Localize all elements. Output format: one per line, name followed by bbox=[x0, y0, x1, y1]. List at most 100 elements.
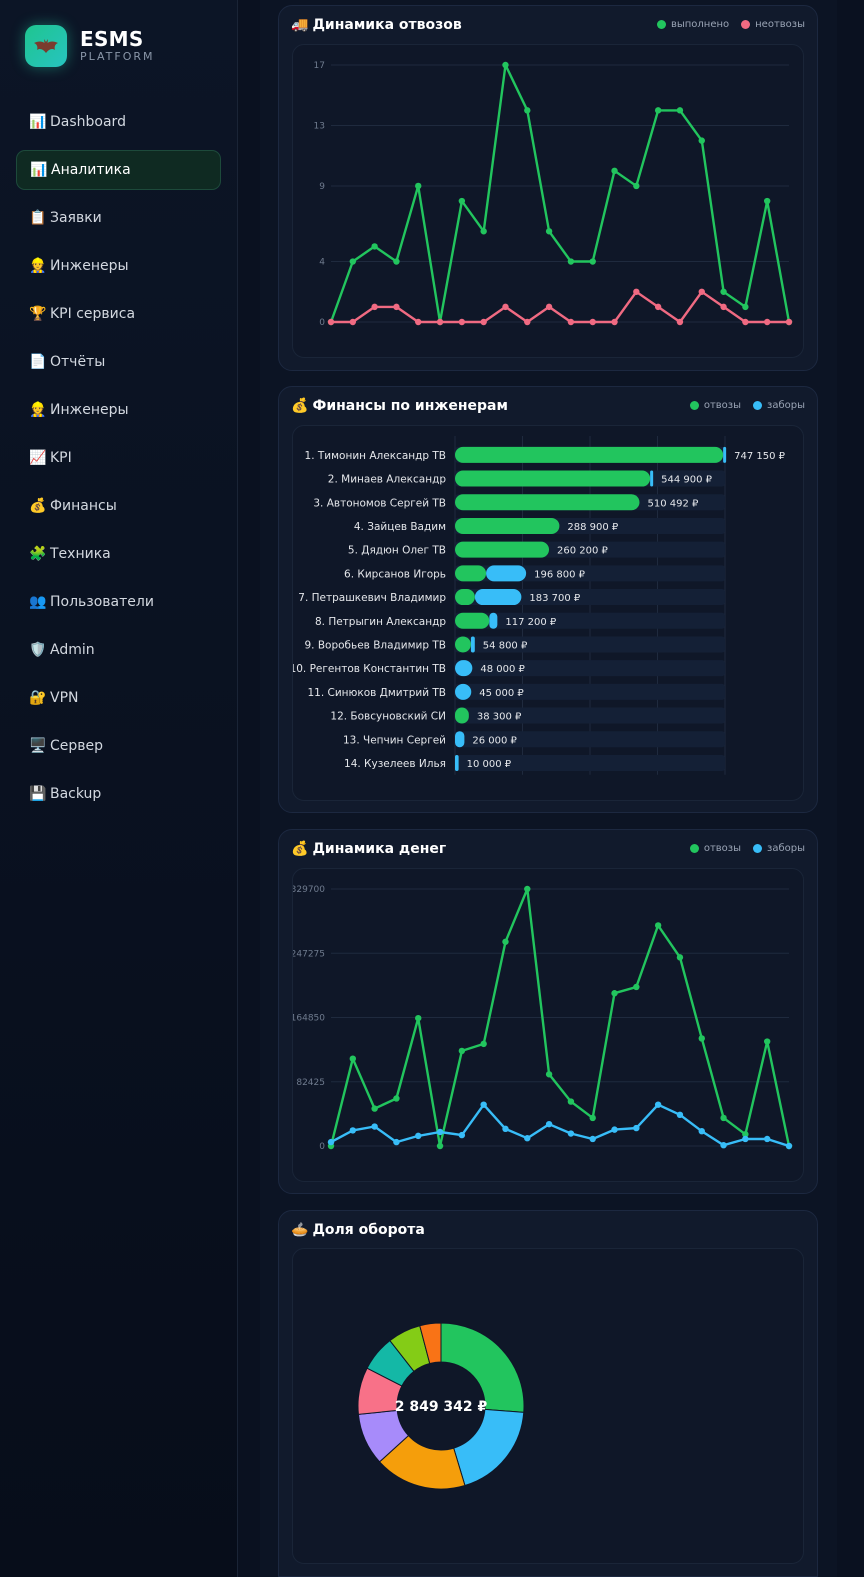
legend-item-pickups[interactable]: заборы bbox=[753, 843, 805, 854]
y-tick-label: 17 bbox=[314, 61, 325, 71]
data-point bbox=[436, 318, 444, 326]
data-point bbox=[371, 303, 378, 311]
nav-icon: 🏆 bbox=[29, 306, 47, 322]
sidebar-item-label: Техника bbox=[50, 546, 111, 562]
data-point bbox=[633, 288, 640, 295]
data-point bbox=[393, 258, 400, 265]
legend: отвозы заборы bbox=[678, 843, 805, 854]
card-title-money: 💰 Динамика денег bbox=[291, 841, 446, 857]
data-point bbox=[720, 1142, 727, 1149]
data-point bbox=[633, 1124, 640, 1132]
data-point bbox=[742, 1131, 749, 1138]
bar-track bbox=[455, 683, 725, 700]
data-point bbox=[567, 318, 575, 326]
data-point bbox=[611, 990, 618, 997]
data-point bbox=[393, 1138, 400, 1146]
legend-item-deliveries[interactable]: отвозы bbox=[689, 843, 742, 854]
sidebar-item-12[interactable]: 🛡️ Admin bbox=[16, 630, 221, 670]
sidebar-item-7[interactable]: 👷 Инженеры bbox=[16, 390, 221, 430]
data-point bbox=[545, 1120, 553, 1128]
legend-label: отвозы bbox=[703, 843, 742, 854]
category-label: 10. Регентов Константин ТВ bbox=[293, 663, 446, 675]
category-label: 2. Минаев Александр bbox=[328, 474, 447, 486]
legend-item-missed[interactable]: неотвозы bbox=[741, 19, 805, 30]
bar-track bbox=[455, 636, 725, 653]
bat-icon bbox=[25, 25, 67, 67]
y-tick-label: 0 bbox=[319, 318, 325, 328]
data-point bbox=[633, 182, 640, 190]
y-tick-label: 4 bbox=[319, 258, 325, 268]
legend-label: заборы bbox=[767, 843, 805, 854]
sidebar-item-5[interactable]: 🏆 KPI сервиса bbox=[16, 294, 221, 334]
y-tick-label: 329700 bbox=[293, 885, 325, 895]
data-point bbox=[720, 303, 727, 311]
donut-chart-share: 2 849 342 ₽ bbox=[357, 1322, 525, 1490]
nav-icon: 📊 bbox=[30, 162, 48, 178]
data-point bbox=[415, 318, 422, 326]
bar-track bbox=[455, 589, 725, 606]
sidebar-item-10[interactable]: 🧩 Техника bbox=[16, 534, 221, 574]
sidebar-item-8[interactable]: 📈 KPI bbox=[16, 438, 221, 478]
category-label: 12. Бовсуновский СИ bbox=[330, 711, 446, 723]
sidebar-item-13[interactable]: 🔐 VPN bbox=[16, 678, 221, 718]
data-point bbox=[654, 107, 662, 114]
card-share: 🥧 Доля оборота 2 849 342 ₽ bbox=[278, 1210, 818, 1577]
data-point bbox=[327, 318, 335, 326]
nav-icon: 📋 bbox=[29, 210, 47, 226]
bar-track bbox=[455, 660, 725, 677]
sidebar-item-label: Сервер bbox=[50, 738, 104, 754]
data-point bbox=[633, 983, 640, 991]
data-point bbox=[698, 137, 705, 144]
data-point bbox=[524, 107, 531, 114]
bar-segment bbox=[650, 470, 654, 487]
sidebar-item-14[interactable]: 🖥️ Сервер bbox=[16, 726, 221, 766]
y-tick-label: 9 bbox=[319, 182, 325, 192]
data-point bbox=[589, 1114, 596, 1122]
brand[interactable]: ESMS PLATFORM bbox=[25, 25, 155, 67]
data-point bbox=[458, 1047, 466, 1055]
data-point bbox=[327, 1138, 335, 1146]
sidebar: ESMS PLATFORM 📊 Dashboard 📊 Аналитика 📋 Заявк… bbox=[0, 0, 238, 1577]
data-point bbox=[480, 1101, 487, 1108]
nav-icon: 👷 bbox=[29, 402, 47, 418]
nav-icon: 🧩 bbox=[29, 546, 47, 562]
data-point bbox=[502, 61, 509, 69]
money-bag-icon: 💰 bbox=[291, 841, 309, 857]
sidebar-item-3[interactable]: 📋 Заявки bbox=[16, 198, 221, 238]
value-label: 183 700 ₽ bbox=[529, 593, 581, 604]
data-point bbox=[742, 318, 749, 326]
data-point bbox=[742, 303, 749, 311]
legend-item-deliveries[interactable]: отвозы bbox=[689, 400, 741, 411]
card-money: 💰 Динамика денег отвозы заборы 0 82425 164… bbox=[278, 829, 818, 1194]
data-point bbox=[654, 922, 662, 929]
line-chart-dynamics: 0 4 9 13 17 bbox=[314, 61, 793, 328]
card-title-dynamics: 🚚 Динамика отвозов bbox=[291, 17, 462, 33]
y-tick-label: 247275 bbox=[293, 949, 325, 959]
legend-item-pickups[interactable]: заборы bbox=[753, 400, 805, 411]
bar-track bbox=[455, 612, 725, 629]
sidebar-item-15[interactable]: 💾 Backup bbox=[16, 774, 221, 814]
sidebar-item-2[interactable]: 📊 Аналитика bbox=[16, 150, 221, 190]
sidebar-item-4[interactable]: 👷 Инженеры bbox=[16, 246, 221, 286]
sidebar-item-6[interactable]: 📄 Отчёты bbox=[16, 342, 221, 382]
bar-segment bbox=[455, 565, 487, 582]
data-point bbox=[458, 197, 466, 205]
bar-segment bbox=[455, 494, 640, 511]
data-point bbox=[654, 303, 662, 311]
card-title-finance: 💰 Финансы по инженерам bbox=[291, 398, 508, 414]
data-point bbox=[589, 318, 596, 326]
sidebar-item-1[interactable]: 📊 Dashboard bbox=[16, 102, 221, 142]
series-line bbox=[329, 887, 791, 1148]
data-point bbox=[524, 318, 531, 326]
data-point bbox=[371, 243, 378, 250]
data-point bbox=[349, 318, 357, 326]
sidebar-item-9[interactable]: 💰 Финансы bbox=[16, 486, 221, 526]
legend-item-done[interactable]: выполнено bbox=[656, 19, 729, 30]
nav-icon: 👥 bbox=[29, 594, 47, 610]
series-line bbox=[330, 1103, 790, 1148]
data-point bbox=[502, 938, 509, 945]
data-point bbox=[785, 1142, 793, 1150]
sidebar-item-11[interactable]: 👥 Пользователи bbox=[16, 582, 221, 622]
series-line bbox=[331, 290, 789, 324]
sidebar-item-label: Инженеры bbox=[50, 402, 129, 418]
